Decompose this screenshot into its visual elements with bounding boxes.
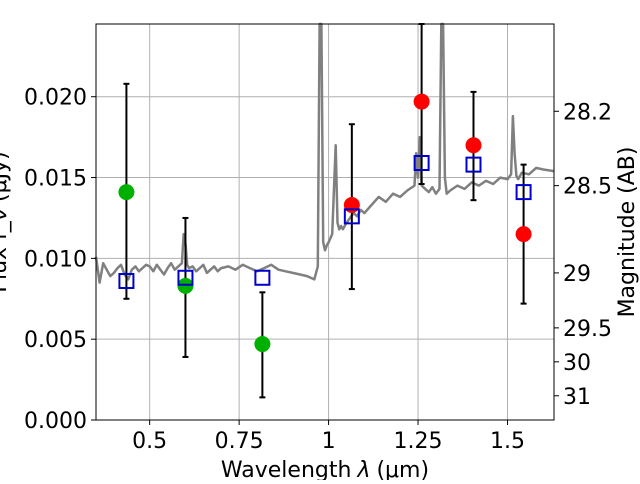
x-tick-label: 1.5 [490,429,525,454]
plot-frame [95,23,555,421]
data-point-circle [254,336,271,353]
y-axis-label: Flux f_ν (μJy) [0,151,12,292]
y-tick-label: 0.010 [24,247,87,272]
data-point-square [118,272,135,289]
data-point-circle [515,226,532,243]
y-tick-label: 0.015 [24,167,87,192]
data-point-circle [465,137,482,154]
data-point-square [254,269,271,286]
errorbar-layer [123,23,527,399]
y-right-tick-label: 28.2 [563,100,612,125]
y-right-tick-label: 31 [563,385,591,410]
data-point-circle [118,184,135,201]
spectrum-layer [94,22,555,284]
marker-layer [118,93,532,353]
x-tick-label: 0.5 [132,429,167,454]
x-axis-label-symbol: λ [356,458,370,480]
data-point-square [413,155,430,172]
x-axis-label-text: Wavelength [221,458,352,480]
y-right-tick-label: 29 [563,262,591,287]
data-point-circle [413,93,430,110]
y-right-tick-label: 28.5 [563,175,612,200]
spectrum-line [94,22,555,284]
axis-layer: 0.5 0.75 1 1.25 1.5 0.000 0.005 0.010 0.015 0.020… [24,86,612,454]
x-tick-label: 1.25 [394,429,443,454]
y-right-tick-label: 29.5 [563,317,612,342]
x-tick-label: 1 [322,429,336,454]
y-tick-label: 0.000 [24,409,87,434]
x-axis-label-unit: (μm) [376,458,429,480]
y-right-axis-label: Magnitude (AB) [615,147,640,318]
data-point-square [465,156,482,173]
data-point-square [177,269,194,286]
data-point-square [515,184,532,201]
x-tick-label: 0.75 [215,429,264,454]
y-tick-label: 0.020 [24,86,87,111]
y-tick-label: 0.005 [24,328,87,353]
data-point-circle [177,277,194,294]
x-axis-label: Wavelength λ (μm) [221,458,429,480]
y-right-tick-label: 30 [563,351,591,376]
grid-lines [96,24,554,421]
data-point-circle [343,197,360,214]
data-point-square [343,208,360,225]
